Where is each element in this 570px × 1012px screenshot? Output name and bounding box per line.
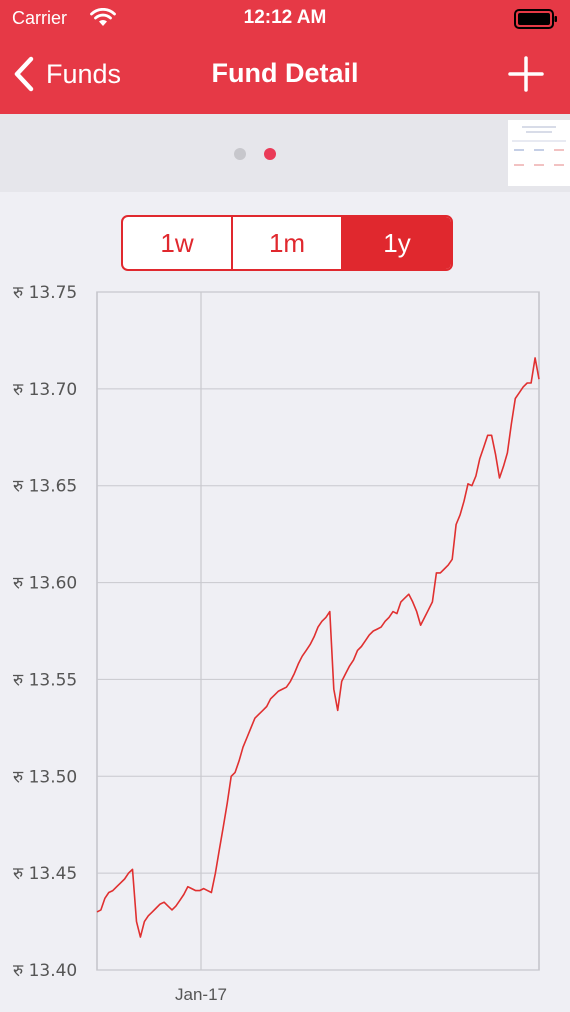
x-axis-labels: Jan-17 (175, 985, 227, 1004)
segment-1m[interactable]: 1m (231, 217, 341, 269)
y-tick-label: रु 13.75 (13, 283, 77, 303)
segment-1y[interactable]: 1y (341, 217, 451, 269)
page-thumbnail[interactable] (508, 120, 570, 186)
status-bar: Carrier 12:12 AM (0, 0, 570, 36)
battery-icon (514, 9, 557, 29)
y-tick-label: रु 13.45 (13, 864, 77, 884)
status-time: 12:12 AM (243, 7, 327, 28)
segment-1w[interactable]: 1w (160, 227, 194, 258)
nav-line-chart[interactable]: रु 13.75 रु 13.70 रु 13.65 रु 13.60 रु 13.55… (0, 270, 570, 1012)
series-line (96, 357, 540, 938)
y-tick-label: रु 13.70 (13, 380, 77, 400)
y-tick-label: रु 13.50 (13, 767, 77, 787)
page-dot-active[interactable] (264, 148, 276, 160)
back-button[interactable]: Funds (12, 54, 121, 94)
page-dot[interactable] (234, 148, 246, 160)
navigation-bar: Funds Fund Detail (0, 36, 570, 114)
wifi-icon (90, 8, 116, 26)
chart-pager[interactable] (0, 114, 570, 192)
plot-frame (96, 291, 540, 971)
y-tick-label: रु 13.40 (13, 961, 77, 981)
x-tick-label: Jan-17 (175, 985, 227, 1004)
y-tick-label: रु 13.65 (13, 477, 77, 497)
period-segmented-control[interactable]: 1w 1m 1y (121, 215, 453, 271)
add-button[interactable] (508, 56, 544, 92)
page-indicator[interactable] (234, 148, 276, 160)
chevron-left-icon (14, 56, 34, 92)
chart-grid (96, 291, 540, 971)
y-tick-label: रु 13.60 (13, 574, 77, 594)
y-axis-labels: रु 13.75 रु 13.70 रु 13.65 रु 13.60 रु 13.55… (13, 283, 77, 981)
carrier-label: Carrier (12, 8, 68, 28)
back-label: Funds (46, 58, 122, 89)
y-tick-label: रु 13.55 (13, 670, 77, 690)
